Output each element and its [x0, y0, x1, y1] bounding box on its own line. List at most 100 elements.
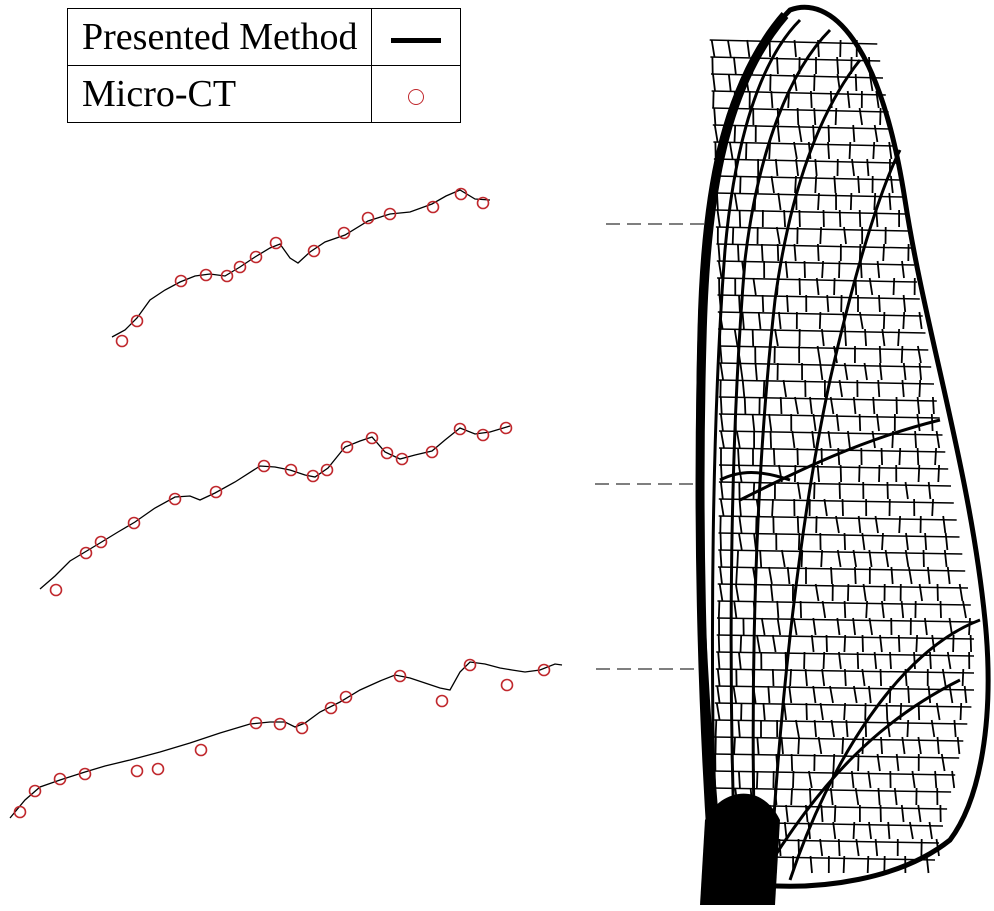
micro-ct-point [337, 226, 351, 240]
micro-ct-point [435, 694, 449, 708]
micro-ct-point [220, 269, 234, 283]
wing-cell-row [710, 56, 881, 62]
micro-ct-point [194, 743, 208, 757]
wing-cell-row [716, 651, 975, 657]
micro-ct-point [257, 459, 271, 473]
wing-cell-row [716, 634, 975, 640]
micro-ct-point [324, 701, 338, 715]
micro-ct-point [79, 546, 93, 560]
wing-cell-row [718, 447, 946, 453]
wing-cell-row [718, 464, 949, 470]
micro-ct-point [273, 717, 287, 731]
micro-ct-point [307, 244, 321, 258]
micro-ct-point [269, 236, 283, 250]
presented-method-line-symbol [391, 37, 442, 43]
wing-cross-veins [719, 566, 951, 585]
wing-main-vein [710, 18, 802, 841]
wing-cell-row [714, 192, 903, 198]
micro-ct-point [463, 658, 477, 672]
wing-cell-row [718, 345, 929, 351]
micro-ct-point [499, 421, 513, 435]
micro-ct-point [500, 678, 514, 692]
wing-cross-veins [718, 294, 907, 313]
wing-cross-veins [713, 770, 956, 789]
micro-ct-point [365, 431, 379, 445]
wing-cross-veins [712, 90, 880, 109]
micro-ct-point [151, 762, 165, 776]
micro-ct-point [284, 463, 298, 477]
micro-ct-point [306, 469, 320, 483]
wing-cross-veins [719, 515, 947, 534]
wing-cross-veins [719, 396, 935, 415]
wing-cell-row [717, 583, 969, 589]
micro-ct-circle-symbol [408, 89, 425, 106]
wing-cross-veins [714, 719, 957, 738]
wing-cross-veins [719, 362, 922, 381]
wing-cross-veins [719, 532, 949, 551]
micro-ct-point [127, 516, 141, 530]
micro-ct-point [383, 207, 397, 221]
micro-ct-point [28, 784, 42, 798]
wing-cell-row [715, 209, 906, 215]
micro-ct-point [249, 250, 263, 264]
wing-cell-row [718, 396, 937, 402]
wing-cross-veins [716, 209, 900, 228]
micro-ct-point [174, 274, 188, 288]
wing-cell-row [717, 311, 923, 317]
wing-cell-row [716, 617, 974, 623]
wing-cross-veins [712, 73, 874, 92]
wing-cell-row [717, 566, 966, 572]
micro-ct-point [13, 805, 27, 819]
wing-cell-row [713, 141, 895, 147]
wing-cell-row [712, 107, 889, 113]
profile-3 [9, 658, 563, 819]
wing-cross-veins [713, 107, 882, 126]
wing-cross-veins [711, 56, 871, 75]
micro-ct-point [476, 196, 490, 210]
micro-ct-point [94, 535, 108, 549]
micro-ct-point [453, 422, 467, 436]
wing-cross-veins [715, 158, 891, 177]
micro-ct-point [380, 446, 394, 460]
legend-label-presented-method: Presented Method [66, 8, 373, 66]
micro-ct-point [78, 767, 92, 781]
wing-cell-row [715, 226, 909, 232]
wing-cross-veins [716, 668, 965, 687]
wing-cell-row [713, 753, 960, 759]
micro-ct-point [233, 260, 247, 274]
wing-cell-row [711, 90, 886, 96]
wing-cell-row [718, 481, 952, 487]
wing-cross-veins [718, 311, 923, 330]
wing-cross-veins [719, 379, 922, 398]
wing-cell-row [710, 73, 884, 79]
wing-cross-veins [719, 345, 922, 364]
wing-cross-veins [720, 464, 940, 483]
micro-ct-point [249, 716, 263, 730]
wing-cross-veins [718, 583, 964, 602]
micro-ct-point [115, 334, 129, 348]
wing-cross-veins [715, 175, 894, 194]
micro-ct-point [426, 200, 440, 214]
micro-ct-point [537, 663, 551, 677]
wing-cell-row [709, 39, 878, 45]
micro-ct-point [168, 492, 182, 506]
micro-ct-point [339, 690, 353, 704]
micro-ct-point [199, 268, 213, 282]
micro-ct-point [295, 721, 309, 735]
wing-cross-veins [710, 39, 858, 58]
wing-cell-row [712, 770, 956, 776]
micro-ct-point [340, 440, 354, 454]
wing-cell-row [714, 702, 972, 708]
micro-ct-point [476, 428, 490, 442]
wing-cell-row [716, 243, 912, 249]
wing-cell-row [717, 600, 971, 606]
wing-cross-veins [714, 141, 893, 160]
micro-ct-point [393, 669, 407, 683]
profile-1 [111, 187, 491, 348]
micro-ct-point [49, 583, 63, 597]
wing-cross-veins [719, 328, 900, 347]
wing-base [700, 793, 780, 905]
micro-ct-point [53, 772, 67, 786]
micro-ct-point [130, 764, 144, 778]
